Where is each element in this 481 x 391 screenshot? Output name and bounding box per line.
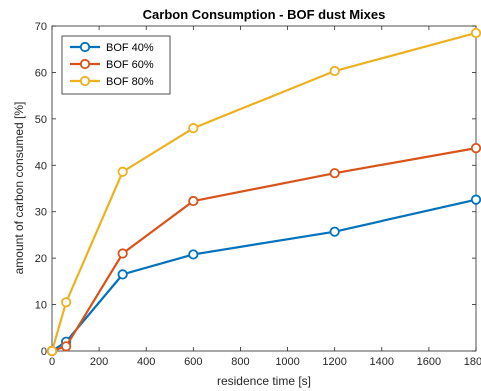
data-point: [329, 65, 340, 77]
data-point: [470, 27, 481, 39]
x-tick-label: 200: [90, 356, 108, 368]
y-tick-label: 70: [35, 21, 47, 33]
y-tick-label: 10: [35, 300, 47, 312]
data-point: [46, 345, 58, 357]
legend-swatch-marker: [79, 75, 91, 87]
series-line-3: [50, 31, 477, 352]
x-tick-label: 1000: [275, 356, 299, 368]
data-point: [61, 297, 72, 308]
legend-swatch-marker: [79, 58, 91, 70]
legend-swatch-marker: [79, 41, 91, 53]
legend-label: BOF 40%: [106, 42, 154, 54]
y-axis-label: amount of carbon consumed [%]: [12, 102, 26, 275]
plot-frame: [51, 25, 477, 352]
x-axis-label: residence time [s]: [217, 374, 311, 388]
x-tick-label: 1600: [417, 356, 441, 368]
data-point: [188, 249, 199, 260]
y-tick-label: 50: [35, 114, 47, 126]
y-tick-label: 60: [35, 67, 47, 79]
data-point: [329, 168, 340, 179]
chart-title: Carbon Consumption - BOF dust Mixes: [143, 7, 386, 22]
y-tick-label: 40: [35, 160, 47, 172]
data-point: [188, 195, 199, 207]
x-tick-label: 800: [231, 356, 249, 368]
data-point: [117, 248, 128, 259]
data-point: [117, 269, 128, 280]
y-tick-label: 20: [35, 253, 47, 265]
data-point: [61, 341, 72, 352]
legend-label: BOF 80%: [106, 76, 154, 88]
legend-label: BOF 60%: [106, 59, 154, 71]
x-tick-label: 600: [184, 356, 202, 368]
x-tick-label: 1400: [370, 356, 394, 368]
data-point: [117, 166, 128, 177]
legend: BOF 40% BOF 60% BOF 80%: [61, 35, 171, 95]
x-tick-label: 400: [137, 356, 155, 368]
data-point: [470, 143, 481, 154]
data-point: [470, 194, 481, 205]
x-tick-label: 1200: [322, 356, 346, 368]
y-tick-label: 30: [35, 207, 47, 219]
data-point: [329, 226, 340, 237]
x-tick-label: 0: [49, 356, 55, 368]
y-tick-label: 0: [41, 346, 47, 358]
data-point: [188, 123, 199, 134]
